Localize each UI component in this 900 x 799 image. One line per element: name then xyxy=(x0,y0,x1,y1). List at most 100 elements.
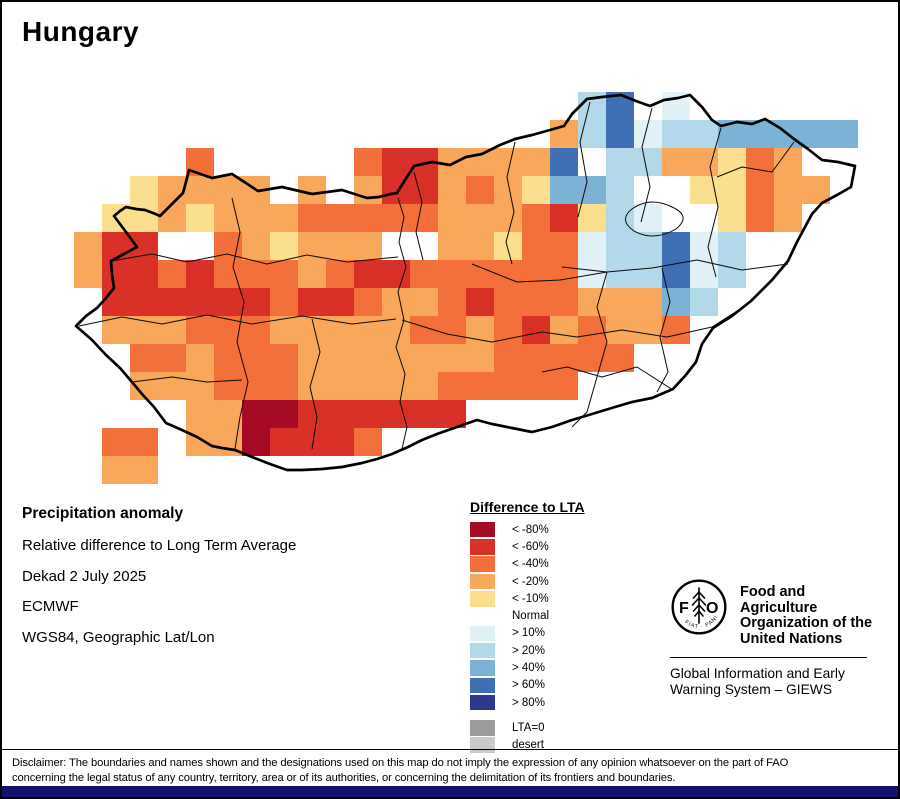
grid-cell xyxy=(410,204,438,232)
bottom-bar xyxy=(2,786,898,797)
grid-cell xyxy=(550,288,578,316)
grid-cell xyxy=(410,260,438,288)
legend-row: < -40% xyxy=(470,556,640,573)
grid-cell xyxy=(326,204,354,232)
legend-row: < -20% xyxy=(470,573,640,590)
grid-cell xyxy=(158,288,186,316)
grid-cell xyxy=(102,260,130,288)
grid-cell xyxy=(326,232,354,260)
grid-cell xyxy=(298,428,326,456)
grid-cell xyxy=(718,232,746,260)
grid-cell xyxy=(158,372,186,400)
grid-cell xyxy=(634,148,662,176)
grid-cell xyxy=(522,344,550,372)
legend-swatch xyxy=(470,642,495,659)
grid-cell xyxy=(74,232,102,260)
grid-cell xyxy=(606,176,634,204)
giews-line: Global Information and Early xyxy=(670,666,845,682)
grid-cell xyxy=(130,288,158,316)
grid-cell xyxy=(354,148,382,176)
grid-cell xyxy=(662,120,690,148)
fao-org-line: Food and Agriculture xyxy=(740,584,818,616)
grid-cell xyxy=(214,288,242,316)
grid-cell xyxy=(186,204,214,232)
legend-row: < -60% xyxy=(470,538,640,555)
grid-cell xyxy=(130,456,158,484)
grid-cell xyxy=(130,260,158,288)
grid-cell xyxy=(270,204,298,232)
grid-cell xyxy=(494,372,522,400)
grid-cell xyxy=(662,232,690,260)
grid-cell xyxy=(578,316,606,344)
grid-cell xyxy=(466,288,494,316)
grid-cell xyxy=(410,344,438,372)
grid-cell xyxy=(802,120,830,148)
grid-cell xyxy=(802,176,830,204)
grid-cell xyxy=(354,232,382,260)
legend-label: < -40% xyxy=(512,558,549,571)
grid-cell xyxy=(298,260,326,288)
grid-cell xyxy=(634,288,662,316)
legend-items: < -80% < -60% < -40% < -20% < -10% Normal > 10… xyxy=(470,521,640,711)
grid-cell xyxy=(522,288,550,316)
grid-cell xyxy=(466,204,494,232)
grid-cell xyxy=(354,316,382,344)
grid-cell xyxy=(578,120,606,148)
grid-cell xyxy=(550,372,578,400)
grid-cell xyxy=(438,400,466,428)
grid-cell xyxy=(326,428,354,456)
grid-cell xyxy=(382,400,410,428)
legend-swatch xyxy=(470,591,495,607)
grid-cell xyxy=(270,344,298,372)
grid-cell xyxy=(438,148,466,176)
grid-cell xyxy=(438,344,466,372)
legend-swatch xyxy=(470,720,495,736)
grid-cell xyxy=(690,176,718,204)
grid-cell xyxy=(102,232,130,260)
grid-cell xyxy=(158,176,186,204)
grid-cell xyxy=(718,176,746,204)
legend-swatch xyxy=(470,660,495,676)
info-line-dekad: Dekad 2 July 2025 xyxy=(22,567,147,585)
grid-cell xyxy=(662,316,690,344)
grid-cell xyxy=(382,344,410,372)
legend-swatch xyxy=(470,625,495,642)
grid-cell xyxy=(466,316,494,344)
grid-cell xyxy=(298,204,326,232)
grid-cell xyxy=(186,316,214,344)
grid-cell xyxy=(186,428,214,456)
grid-cell xyxy=(270,372,298,400)
info-line-source: ECMWF xyxy=(22,598,79,615)
grid-cell xyxy=(158,316,186,344)
grid-cell xyxy=(214,260,242,288)
grid-cell xyxy=(382,260,410,288)
grid-cell xyxy=(466,260,494,288)
grid-cell xyxy=(578,260,606,288)
legend-swatch xyxy=(470,608,495,624)
grid-cell xyxy=(130,428,158,456)
grid-cell xyxy=(578,288,606,316)
info-line-projection: WGS84, Geographic Lat/Lon xyxy=(22,628,215,646)
grid-cell xyxy=(298,288,326,316)
grid-cell xyxy=(522,204,550,232)
grid-cell xyxy=(550,316,578,344)
grid-cell xyxy=(690,232,718,260)
grid-cell xyxy=(606,288,634,316)
legend-swatch xyxy=(470,539,495,555)
legend-title: Difference to LTA xyxy=(470,499,585,515)
grid-cell xyxy=(634,260,662,288)
legend-row: > 60% xyxy=(470,677,640,694)
legend-label: < -10% xyxy=(512,592,549,605)
grid-cell xyxy=(634,232,662,260)
grid-cell xyxy=(466,176,494,204)
fao-logo-icon: F O FIAT · PANIS xyxy=(670,578,727,635)
grid-cell xyxy=(298,176,326,204)
grid-cell xyxy=(354,288,382,316)
grid-cell xyxy=(522,148,550,176)
grid-cell xyxy=(214,176,242,204)
grid-cell xyxy=(326,344,354,372)
legend-label: > 80% xyxy=(512,696,545,709)
grid-cell xyxy=(578,344,606,372)
legend-swatch xyxy=(470,521,495,538)
